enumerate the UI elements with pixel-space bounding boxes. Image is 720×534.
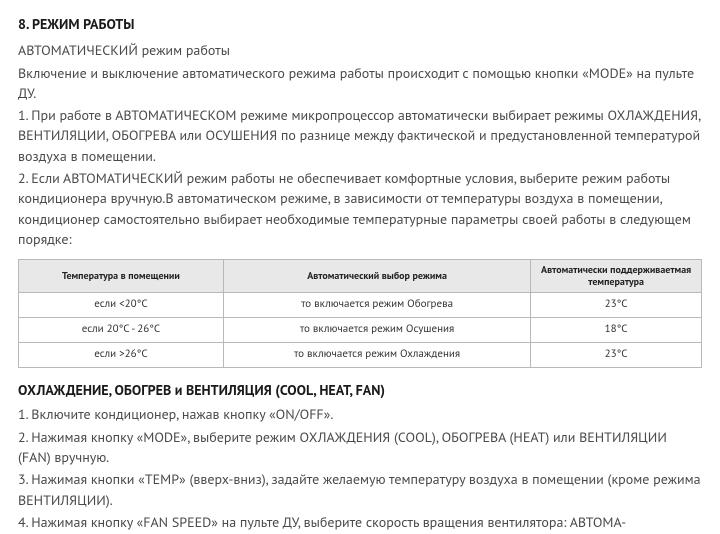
cell-temp: 18°C: [531, 318, 702, 343]
th-maintained-temp: Автоматически поддерживаетмая температур…: [531, 260, 702, 293]
subsection-title: ОХЛАЖДЕНИЕ, ОБОГРЕВ и ВЕНТИЛЯЦИЯ (COOL, …: [18, 380, 702, 400]
intro-paragraph: Включение и выключение автоматического р…: [18, 63, 702, 104]
cell-condition: если 20°C - 26°C: [19, 318, 224, 343]
cell-condition: если <20°C: [19, 293, 224, 318]
section-title: 8. РЕЖИМ РАБОТЫ: [18, 14, 702, 34]
cell-temp: 23°C: [531, 343, 702, 368]
table-header-row: Температура в помещении Автоматический в…: [19, 260, 702, 293]
paragraph-1: 1. При работе в АВТОМАТИЧЕСКОМ режиме ми…: [18, 105, 702, 166]
cell-mode: то включается режим Осушения: [223, 318, 530, 343]
mode-table: Температура в помещении Автоматический в…: [18, 259, 702, 368]
th-auto-mode: Автоматический выбор режима: [223, 260, 530, 293]
cell-mode: то включается режим Охлаждения: [223, 343, 530, 368]
step-2: 2. Нажимая кнопку «MODE», выберите режим…: [18, 427, 702, 468]
step-3: 3. Нажимая кнопки «TEMP» (вверх-вниз), з…: [18, 469, 702, 510]
table-row: если 20°C - 26°C то включается режим Осу…: [19, 318, 702, 343]
paragraph-2: 2. Если АВТОМАТИЧЕСКИЙ режим работы не о…: [18, 168, 702, 249]
th-room-temp: Температура в помещении: [19, 260, 224, 293]
cell-temp: 23°C: [531, 293, 702, 318]
intro-line: АВТОМАТИЧЕСКИЙ режим работы: [18, 40, 702, 60]
table-row: если >26°C то включается режим Охлаждени…: [19, 343, 702, 368]
step-1: 1. Включите кондиционер, нажав кнопку «O…: [18, 404, 702, 424]
step-4: 4. Нажимая кнопку «FAN SPEED» на пульте …: [18, 512, 702, 532]
table-row: если <20°C то включается режим Обогрева …: [19, 293, 702, 318]
cell-condition: если >26°C: [19, 343, 224, 368]
cell-mode: то включается режим Обогрева: [223, 293, 530, 318]
